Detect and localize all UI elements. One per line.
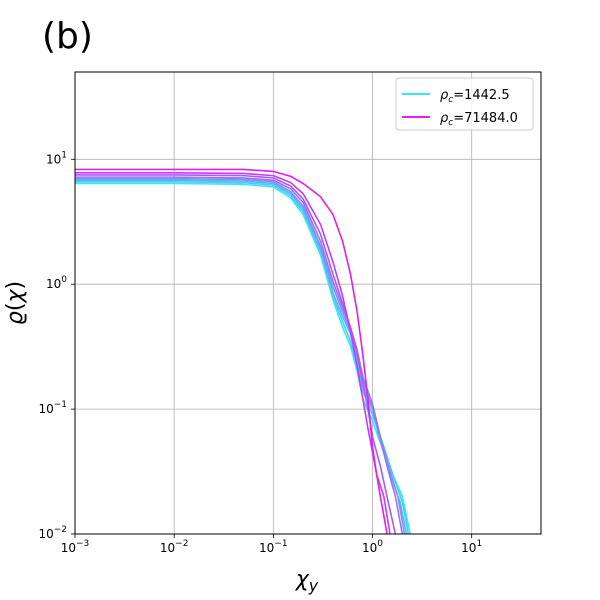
x-axis-label: χy [295, 567, 319, 595]
series-line [75, 171, 391, 534]
series-group [75, 168, 412, 534]
y-axis-label: ϱ(χ) [3, 281, 28, 325]
y-tick-label: 100 [46, 275, 67, 291]
plot-frame [74, 71, 542, 535]
grid [74, 72, 541, 535]
series-line [75, 176, 404, 534]
legend: ρc=1442.5 ρc=71484.0 [395, 77, 534, 131]
x-tick-label: 10−3 [61, 539, 90, 555]
x-tick-label: 101 [461, 539, 482, 555]
y-tick-label: 101 [46, 150, 67, 166]
series-line [75, 181, 410, 534]
y-tick-label: 10−1 [38, 400, 67, 416]
legend-label-rho-high: ρc=71484.0 [440, 111, 518, 128]
series-line [75, 182, 412, 534]
legend-label-rho-low: ρc=1442.5 [440, 88, 510, 105]
series-line [75, 179, 408, 534]
panel-label: (b) [42, 16, 93, 57]
x-tick-label: 10−2 [160, 539, 189, 555]
legend-box [395, 77, 534, 131]
y-tick-label: 10−2 [38, 525, 67, 541]
series-line [75, 168, 388, 534]
series-line [75, 174, 397, 534]
x-tick-label: 100 [362, 539, 383, 555]
x-tick-label: 10−1 [259, 539, 288, 555]
